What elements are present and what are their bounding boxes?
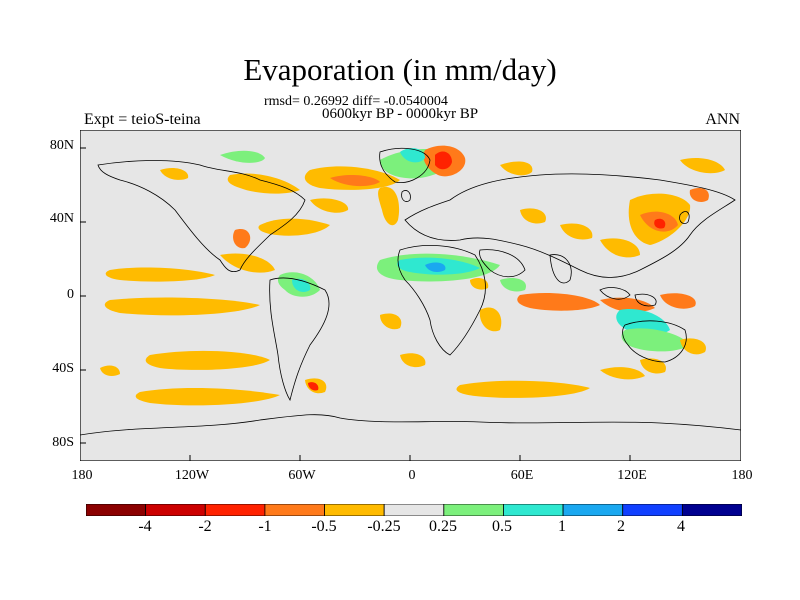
lat-tick-label: 80N (50, 138, 74, 154)
colorbar-box (682, 504, 742, 516)
period-label: 0600kyr BP - 0000kyr BP (322, 106, 478, 123)
lat-tick-label: 40S (52, 361, 74, 377)
colorbar-label: 4 (677, 518, 685, 536)
colorbar-box (86, 504, 146, 516)
colorbar-box (265, 504, 325, 516)
colorbar-label: 2 (617, 518, 625, 536)
lon-tick-label: 120E (617, 468, 647, 484)
lon-tick-label: 60W (288, 468, 315, 484)
lon-tick-label: 120W (175, 468, 209, 484)
colorbar-box (623, 504, 683, 516)
colorbar (86, 504, 742, 516)
colorbar-box (384, 504, 444, 516)
colorbar-label: -0.25 (367, 518, 400, 536)
map-title: Evaporation (in mm/day) (0, 52, 800, 88)
lat-tick-label: 0 (67, 287, 74, 303)
colorbar-label: -0.5 (311, 518, 336, 536)
colorbar-box (146, 504, 206, 516)
colorbar-box (503, 504, 563, 516)
season-label: ANN (705, 111, 740, 129)
colorbar-box (563, 504, 623, 516)
colorbar-label: 1 (558, 518, 566, 536)
colorbar-label: 0.5 (492, 518, 512, 536)
colorbar-label: -4 (138, 518, 151, 536)
colorbar-box (205, 504, 265, 516)
lon-tick-label: 180 (72, 468, 93, 484)
colorbar-label: -2 (198, 518, 211, 536)
experiment-label: Expt = teioS-teina (84, 111, 201, 129)
colorbar-label: 0.25 (429, 518, 457, 536)
lon-tick-label: 60E (511, 468, 534, 484)
colorbar-label: -1 (258, 518, 271, 536)
lon-tick-label: 180 (732, 468, 753, 484)
lon-tick-label: 0 (409, 468, 416, 484)
colorbar-box (325, 504, 385, 516)
lat-tick-label: 80S (52, 435, 74, 451)
lat-tick-label: 40N (50, 211, 74, 227)
colorbar-box (444, 504, 504, 516)
evaporation-map (80, 130, 741, 461)
